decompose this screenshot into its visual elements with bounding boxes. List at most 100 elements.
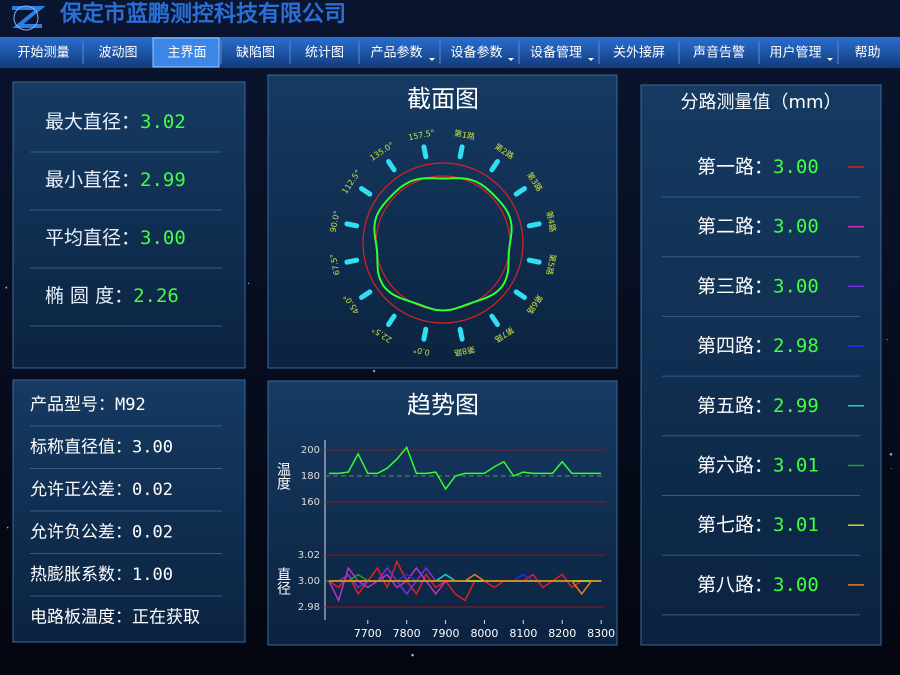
y-tick-label: 3.00: [298, 576, 320, 587]
channel-value: 3.01: [773, 514, 819, 536]
product-label: 允许正公差：: [30, 480, 132, 500]
menu-item[interactable]: 关外接屏: [613, 45, 665, 61]
product-value: M92: [115, 395, 146, 415]
channel-name: 第一路：: [697, 156, 773, 178]
menu-item[interactable]: 设备参数: [450, 45, 502, 61]
x-tick-label: 8100: [509, 627, 537, 640]
y-tick-label: 3.02: [298, 550, 320, 561]
channel-value: 3.01: [773, 454, 819, 476]
probe-dash: [457, 144, 465, 160]
menu-item[interactable]: 产品参数: [370, 45, 422, 61]
logo: [12, 5, 46, 31]
stat-value: 2.99: [140, 169, 186, 191]
probe-dash: [489, 313, 500, 327]
section-panel: [267, 74, 618, 369]
channel-row: 第四路：2.98: [697, 335, 819, 357]
probe-dash: [386, 313, 397, 327]
menu-item[interactable]: 用户管理: [769, 45, 821, 61]
menu-item[interactable]: 开始测量: [17, 46, 69, 61]
section-title: 截面图: [407, 85, 479, 113]
product-label: 产品型号：: [30, 395, 115, 415]
trend-panel: [267, 380, 618, 646]
menu-item[interactable]: 设备管理: [530, 45, 582, 61]
star: [889, 452, 893, 456]
probe-dash: [359, 186, 373, 197]
upper-limit-circle: [362, 162, 524, 324]
y-tick-label: 2.98: [298, 602, 320, 613]
menu-active-box: [152, 37, 220, 68]
probe-dash: [386, 159, 397, 173]
dropdown-arrow: [508, 58, 514, 61]
channel-row: 第二路：3.00: [697, 215, 819, 237]
channel-row: 第七路：3.01: [697, 514, 819, 536]
menu-item[interactable]: 统计图: [305, 46, 344, 61]
stat-label: 最小直径：: [45, 169, 140, 191]
product-value: 0.02: [132, 480, 173, 500]
stat-label: 平均直径：: [45, 227, 140, 249]
x-tick-label: 7800: [393, 627, 421, 640]
menu-item[interactable]: 主界面: [167, 46, 206, 61]
channel-name: 第四路：: [697, 335, 773, 357]
section-label: 第1路: [453, 128, 476, 142]
menu-item[interactable]: 帮助: [854, 46, 880, 61]
probe-dash: [359, 289, 373, 300]
series-line: [328, 573, 602, 596]
section-label: 90.0°: [329, 210, 342, 233]
probe-dash: [513, 289, 527, 300]
series-line: [328, 445, 602, 491]
probe-dash: [421, 326, 429, 342]
y-axis-label: 温度: [275, 462, 291, 490]
product-row: 标称直径值：3.00: [30, 438, 173, 458]
product-value: 3.00: [132, 438, 173, 458]
channel-value: 3.00: [773, 156, 819, 178]
dropdown-arrow: [827, 58, 833, 61]
channel-name: 第八路：: [697, 573, 773, 595]
series-line: [328, 559, 602, 602]
product-label: 电路板温度：: [30, 608, 132, 628]
menu-item[interactable]: 缺陷图: [236, 46, 275, 61]
product-label: 允许负公差：: [30, 523, 132, 543]
trend-title: 趋势图: [407, 391, 479, 419]
channel-value: 3.00: [773, 275, 819, 297]
product-row: 热膨胀系数：1.00: [30, 565, 173, 585]
channel-value: 3.00: [773, 573, 819, 595]
stat-row: 最小直径：2.99: [45, 169, 186, 191]
x-tick-label: 8000: [470, 627, 498, 640]
channel-name: 第七路：: [697, 514, 773, 536]
channel-row: 第一路：3.00: [697, 156, 819, 178]
channel-value: 2.98: [773, 335, 819, 357]
channel-value: 2.99: [773, 394, 819, 416]
stat-value: 3.00: [140, 227, 186, 249]
probe-dash: [526, 221, 542, 229]
product-value: 正在获取: [132, 608, 200, 628]
channel-name: 第五路：: [697, 394, 773, 416]
product-label: 热膨胀系数：: [30, 565, 132, 585]
section-label: 67.5°: [329, 253, 342, 276]
probe-dash: [344, 221, 360, 229]
channel-row: 第三路：3.00: [697, 275, 819, 297]
star: [247, 282, 250, 285]
channel-name: 第三路：: [697, 275, 773, 297]
section-label: 第5路: [544, 253, 558, 276]
menu-bar: [0, 37, 900, 68]
stat-value: 2.26: [133, 285, 179, 307]
star: [886, 339, 888, 341]
menu-item[interactable]: 声音告警: [693, 45, 745, 61]
product-value: 0.02: [132, 523, 173, 543]
product-row: 电路板温度：正在获取: [30, 608, 200, 628]
stat-row: 平均直径：3.00: [45, 227, 186, 249]
product-row: 允许正公差：0.02: [30, 480, 173, 500]
channel-value: 3.00: [773, 215, 819, 237]
channel-row: 第八路：3.00: [697, 573, 819, 595]
menu: 开始测量 波动图 主界面 缺陷图 统计图 产品参数 设备参数 设备管理 关外接屏 声音告警 用户管理…: [17, 37, 881, 68]
product-value: 1.00: [132, 565, 173, 585]
x-tick-label: 8300: [587, 627, 615, 640]
channels-title: 分路测量值（mm）: [680, 92, 841, 113]
stat-label: 椭 圆 度：: [45, 285, 133, 307]
section-label: 0.0°: [412, 345, 430, 357]
dropdown-arrow: [429, 58, 435, 61]
stat-row: 最大直径：3.02: [45, 111, 186, 133]
menu-item[interactable]: 波动图: [98, 46, 137, 61]
